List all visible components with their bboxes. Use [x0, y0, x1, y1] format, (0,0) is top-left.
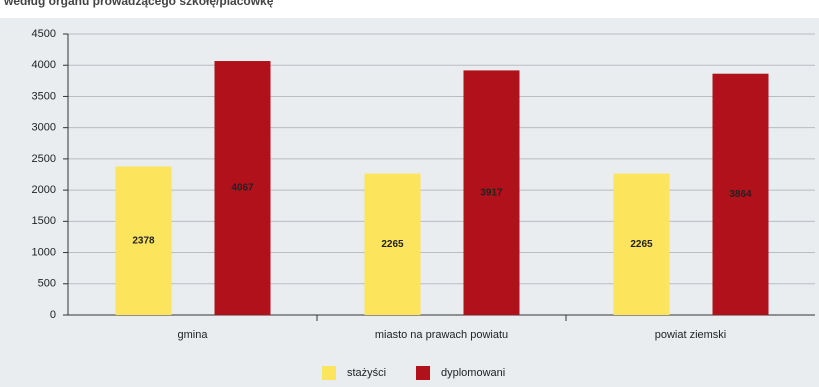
legend-swatch [416, 366, 430, 380]
data-label: 2265 [381, 239, 404, 250]
bar [712, 73, 769, 316]
bar [115, 166, 172, 315]
y-tick-label: 4000 [32, 59, 56, 71]
bar [364, 173, 421, 315]
x-tick-label: gmina [178, 329, 209, 341]
data-label: 4067 [231, 183, 254, 194]
y-tick-label: 3000 [32, 122, 56, 134]
y-tick-label: 2000 [32, 184, 56, 196]
y-tick-label: 1000 [32, 246, 56, 258]
data-label: 2265 [630, 239, 653, 250]
bar [214, 61, 271, 315]
data-label: 3917 [480, 187, 503, 198]
bar [613, 173, 670, 315]
data-label: 3864 [729, 189, 752, 200]
y-tick-label: 3500 [32, 90, 56, 102]
y-tick-label: 2500 [32, 153, 56, 165]
data-label: 2378 [132, 235, 155, 246]
y-tick-label: 0 [50, 309, 56, 321]
y-tick-label: 500 [38, 278, 56, 290]
x-tick-label: miasto na prawach powiatu [375, 329, 508, 341]
bar [463, 70, 520, 315]
chart-title: według organu prowadzącego szkołę/placów… [3, 0, 274, 8]
legend-label: dyplomowani [441, 367, 505, 379]
legend-swatch [322, 366, 336, 380]
legend-label: stażyści [347, 367, 386, 379]
y-tick-label: 1500 [32, 215, 56, 227]
y-tick-label: 4500 [32, 28, 56, 40]
x-tick-label: powiat ziemski [655, 329, 727, 341]
